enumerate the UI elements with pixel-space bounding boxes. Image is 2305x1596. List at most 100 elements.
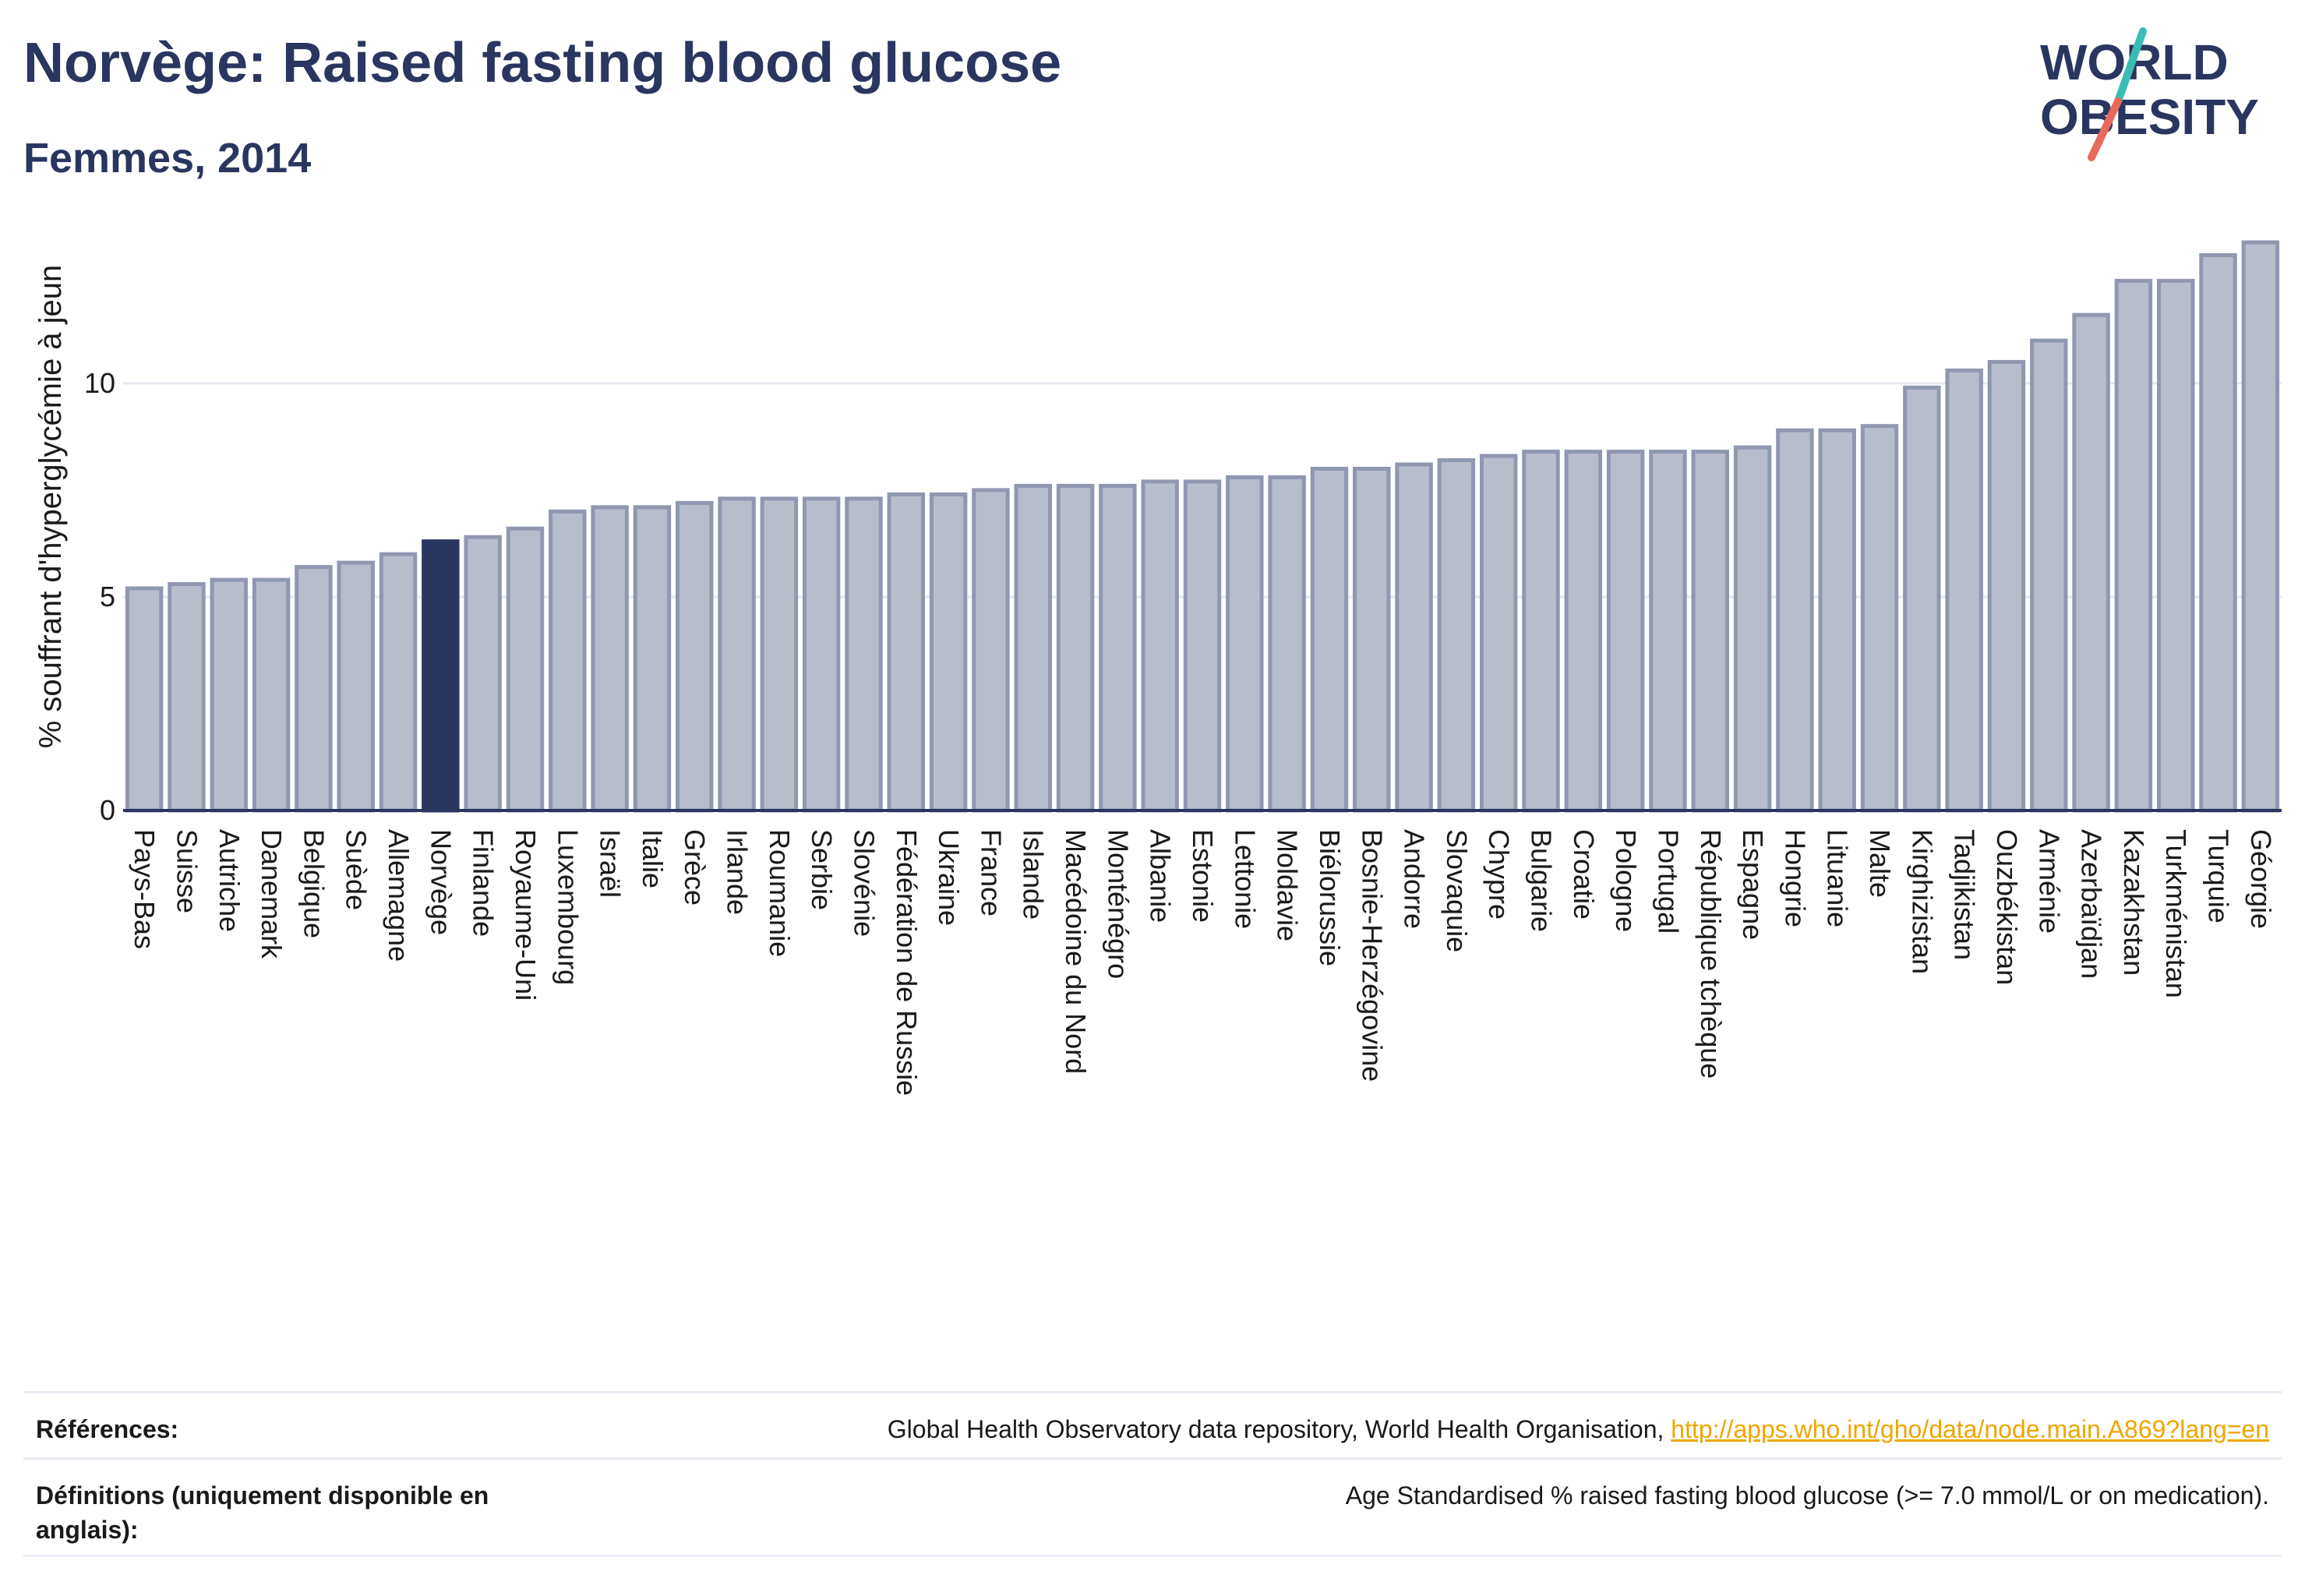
x-tick-label: Pays-Bas	[129, 829, 161, 949]
references-link[interactable]: http://apps.who.int/gho/data/node.main.A…	[1671, 1415, 2269, 1443]
bar-turkm-nistan	[2156, 278, 2195, 813]
page-subtitle: Femmes, 2014	[23, 135, 312, 182]
x-tick-label: Azerbaïdjan	[2076, 829, 2108, 979]
references-table: Références: Global Health Observatory da…	[23, 1391, 2282, 1557]
x-tick-label: Allemagne	[383, 829, 415, 962]
x-tick-label: Autriche	[214, 829, 245, 932]
bar-luxembourg	[549, 509, 587, 813]
x-tick-label: Islande	[1018, 829, 1050, 920]
bar-ukraine	[929, 492, 968, 813]
bar-autriche	[210, 577, 249, 813]
bar-azerba-djan	[2072, 312, 2110, 813]
x-tick-label: Kazakhstan	[2118, 829, 2150, 976]
x-tick-label: Estonie	[1187, 829, 1219, 923]
bar-allemagne	[379, 552, 418, 813]
x-tick-label: Monténégro	[1102, 829, 1134, 979]
bar-danemark	[252, 577, 291, 813]
page-title: Norvège: Raised fasting blood glucose	[23, 32, 1062, 94]
bar-lituanie	[1818, 428, 1856, 813]
bar-norv-ge	[422, 539, 460, 813]
x-tick-label: Slovénie	[848, 829, 880, 937]
references-value: Global Health Observatory data repositor…	[888, 1412, 2269, 1446]
x-tick-label: Royaume-Uni	[510, 829, 542, 1001]
definitions-row: Définitions (uniquement disponible en an…	[23, 1457, 2282, 1557]
definitions-value: Age Standardised % raised fasting blood …	[1345, 1481, 2269, 1509]
y-tick-label: 5	[100, 581, 115, 613]
bar-arm-nie	[2030, 338, 2068, 813]
bar-roumanie	[760, 496, 799, 813]
definitions-label: Définitions (uniquement disponible en an…	[36, 1481, 489, 1544]
bar-espagne	[1733, 445, 1772, 813]
x-tick-label: Géorgie	[2245, 829, 2277, 929]
x-tick-label: Grèce	[679, 829, 711, 906]
x-tick-label: Turkménistan	[2160, 829, 2192, 998]
bar-belgique	[295, 565, 333, 813]
x-tick-label: Lituanie	[1822, 829, 1854, 927]
x-tick-label: Suède	[341, 829, 372, 910]
bar-g-orgie	[2241, 240, 2280, 813]
x-tick-label: Lettonie	[1229, 829, 1261, 929]
x-tick-label: Tadjikistan	[1949, 829, 1981, 960]
bar-kirghizistan	[1903, 385, 1941, 813]
bar-mont-n-gro	[1099, 483, 1137, 813]
bar-mac-doine-du-nord	[1056, 483, 1095, 813]
x-tick-label: Luxembourg	[552, 829, 584, 985]
x-tick-label: Bulgarie	[1526, 829, 1558, 932]
bar-pologne	[1606, 450, 1645, 813]
bar-italie	[633, 505, 672, 813]
bar-r-publique-tch-que	[1691, 450, 1729, 813]
bar-isra-l	[591, 505, 629, 813]
bar-tadjikistan	[1945, 368, 1983, 813]
bar-andorre	[1395, 462, 1433, 813]
x-tick-label: Roumanie	[764, 829, 796, 957]
x-tick-label: Italie	[637, 829, 669, 888]
bar-malte	[1860, 424, 1899, 813]
bar-moldavie	[1268, 475, 1306, 813]
x-tick-label: Moldavie	[1272, 829, 1304, 941]
logo-slash-red	[2088, 97, 2122, 161]
bar-portugal	[1649, 450, 1687, 813]
bar-croatie	[1564, 450, 1603, 813]
bar-estonie	[1183, 479, 1222, 813]
x-tick-label: Ukraine	[933, 829, 965, 926]
bar-gr-ce	[676, 500, 714, 813]
x-tick-label: Pologne	[1610, 829, 1642, 932]
y-tick-label: 0	[100, 794, 115, 826]
y-tick-label: 10	[84, 367, 115, 399]
bar-su-de	[337, 560, 375, 813]
x-tick-label: Irlande	[722, 829, 754, 915]
bar-albanie	[1141, 479, 1179, 813]
bar-lettonie	[1226, 475, 1264, 813]
bar-slovaquie	[1437, 458, 1476, 813]
x-tick-label: Kirghizistan	[1906, 829, 1938, 974]
bar-f-d-ration-de-russie	[887, 492, 926, 813]
x-tick-label: Israël	[595, 829, 627, 898]
bar-suisse	[168, 581, 206, 813]
x-tick-label: Espagne	[1737, 829, 1769, 940]
x-tick-label: Portugal	[1652, 829, 1684, 934]
world-obesity-logo: WORLD OBESITY	[2040, 27, 2259, 161]
bar-chypre	[1479, 454, 1518, 813]
x-tick-label: Finlande	[468, 829, 499, 937]
x-tick-label: Chypre	[1483, 829, 1515, 920]
x-tick-label: Suisse	[171, 829, 203, 913]
x-tick-label: Danemark	[256, 829, 288, 959]
bar-royaume-uni	[506, 526, 545, 813]
x-tick-label: Andorre	[1399, 829, 1431, 929]
x-tick-label: Bosnie-Herzégovine	[1356, 829, 1388, 1082]
references-row: Références: Global Health Observatory da…	[23, 1391, 2282, 1457]
bar-bi-lorussie	[1310, 466, 1349, 813]
x-tick-label: Malte	[1864, 829, 1896, 898]
x-tick-label: Biélorussie	[1314, 829, 1346, 966]
bar-bulgarie	[1522, 450, 1560, 813]
bar-chart: 0 5 10 % souffrant d'hyperglycémie à jeun Pa…	[34, 240, 2282, 1096]
logo-text-obesity: OBESITY	[2040, 89, 2259, 145]
bar-irlande	[718, 496, 756, 813]
bar-finlande	[464, 535, 502, 813]
x-tick-label: Belgique	[298, 829, 330, 938]
references-text: Global Health Observatory data repositor…	[887, 1415, 1671, 1443]
bar-pays-bas	[125, 586, 164, 813]
x-tick-label: France	[975, 829, 1007, 916]
bar-bosnie-herz-govine	[1353, 466, 1391, 813]
x-tick-label: Serbie	[806, 829, 838, 910]
